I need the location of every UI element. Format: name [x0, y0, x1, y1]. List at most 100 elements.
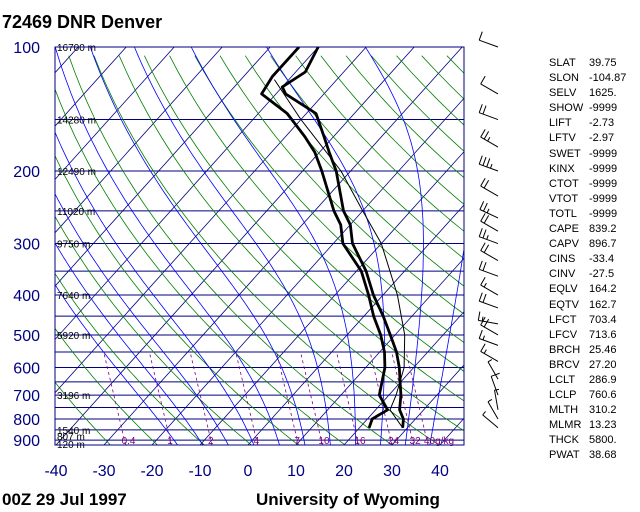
pressure-tick-label: 400: [13, 288, 40, 305]
pressure-tick-label: 600: [13, 361, 40, 378]
stat-key: THCK: [549, 434, 579, 447]
temperature-tick-label: 40: [431, 463, 449, 480]
stat-key: SELV: [549, 87, 577, 100]
stat-value: 27.20: [589, 358, 617, 371]
profile-parcel: [273, 79, 406, 429]
mixing-ratio-label: 32: [410, 436, 422, 447]
isotherm-line: [55, 47, 367, 394]
mixing-ratio-line: [148, 351, 172, 445]
dry-adiabat: [68, 55, 393, 445]
wind-barb: [480, 276, 499, 296]
wind-barb: [482, 411, 499, 429]
isotherm-line: [103, 47, 463, 445]
stat-key: LCLP: [549, 389, 577, 402]
temperature-tick-label: 0: [244, 463, 253, 480]
stat-value: -104.87: [589, 72, 627, 85]
dry-adiabat: [194, 55, 464, 344]
mixing-ratio-line: [369, 351, 393, 445]
sounding-profiles: [260, 47, 406, 429]
stat-row: SLON -104.87: [549, 71, 626, 86]
temperature-tick-label: 30: [383, 463, 401, 480]
stat-value: 13.23: [589, 419, 617, 432]
height-label: 807 m: [57, 432, 85, 443]
mixing-ratio-line: [189, 351, 213, 445]
stat-value: -9999: [589, 177, 618, 190]
stat-value: 713.6: [589, 328, 617, 341]
stat-key: VTOT: [549, 192, 579, 205]
dry-adiabat: [55, 381, 111, 445]
stat-row: MLMR 13.23: [549, 418, 626, 433]
pressure-tick-label: 300: [13, 237, 40, 254]
stat-key: EQTV: [549, 298, 579, 311]
height-label: 14280 m: [57, 116, 96, 127]
mixing-ratio-label: 2: [208, 436, 214, 447]
wind-barb: [480, 242, 499, 262]
observation-time: 00Z 29 Jul 1997: [2, 490, 127, 509]
stat-row: SELV 1625.: [549, 86, 626, 101]
stat-row: LCLT 286.9: [549, 373, 626, 388]
wind-barb: [479, 201, 499, 219]
dry-adiabat: [219, 55, 464, 315]
pressure-tick-label: 100: [13, 40, 40, 57]
stat-row: CINV -27.5: [549, 267, 626, 282]
stat-value: 760.6: [589, 389, 617, 402]
stat-row: THCK 5800.: [549, 433, 626, 448]
stat-key: TOTL: [549, 207, 577, 220]
wind-barb: [487, 359, 499, 380]
stat-value: -2.97: [589, 132, 615, 145]
moist-adiabat: [429, 245, 464, 445]
wind-barb: [487, 399, 499, 420]
stat-row: LFTV -2.97: [549, 131, 626, 146]
temperature-tick-label: 20: [335, 463, 353, 480]
stat-value: 703.4: [589, 313, 617, 326]
stat-key: CAPV: [549, 238, 579, 251]
stat-row: LCLP 760.6: [549, 388, 626, 403]
wind-barb: [494, 388, 500, 410]
moist-adiabat: [190, 47, 356, 445]
mixing-ratio-label: 1: [167, 436, 173, 447]
dry-adiabat: [55, 215, 252, 445]
dry-adiabat: [169, 55, 464, 372]
mixing-ratio-label: 24: [388, 436, 400, 447]
height-label: 1540 m: [57, 426, 90, 437]
isotherm-line: [55, 47, 223, 234]
stat-key: SLAT: [549, 57, 576, 69]
stat-key: BRCH: [549, 343, 581, 356]
stat-value: 839.2: [589, 223, 617, 236]
stat-value: 286.9: [589, 373, 617, 386]
moist-adiabat: [55, 131, 255, 445]
mixing-ratio-label: 40g/kg: [424, 436, 454, 447]
temperature-tick-label: -40: [44, 463, 67, 480]
mixing-ratio-label: 7: [294, 436, 300, 447]
temperature-tick-label: 10: [287, 463, 305, 480]
height-label: 9750 m: [57, 240, 90, 251]
stat-row: LIFT -2.73: [549, 116, 626, 131]
mixing-ratio-line: [391, 351, 414, 445]
dry-adiabat: [270, 55, 464, 260]
stat-row: EQTV 162.7: [549, 298, 626, 313]
stat-value: 39.75: [589, 57, 617, 69]
isotherm-line: [151, 97, 464, 445]
mixing-ratio-line: [276, 351, 299, 445]
stat-value: 25.46: [589, 343, 617, 356]
stat-row: CAPE 839.2: [549, 222, 626, 237]
wind-barb: [478, 104, 499, 121]
height-label: 11020 m: [57, 207, 95, 218]
stat-key: CAPE: [549, 223, 579, 236]
stat-value: 164.2: [589, 283, 617, 296]
stat-key: CTOT: [549, 177, 579, 190]
isotherm-line: [55, 47, 271, 287]
mixing-ratio-line: [336, 351, 359, 445]
stat-key: PWAT: [549, 449, 580, 462]
height-label: 3196 m: [57, 391, 90, 402]
pressure-tick-label: 500: [13, 328, 40, 345]
stat-key: SLON: [549, 72, 579, 85]
profile-temperature: [280, 47, 405, 428]
isotherm-line: [295, 257, 464, 445]
stat-key: LFCV: [549, 328, 578, 341]
stat-key: LIFT: [549, 117, 572, 130]
stat-row: CINS -33.4: [549, 252, 626, 267]
mixing-ratio-label: 16: [354, 436, 366, 447]
stat-value: 896.7: [589, 238, 617, 251]
height-label: 5920 m: [57, 331, 90, 342]
